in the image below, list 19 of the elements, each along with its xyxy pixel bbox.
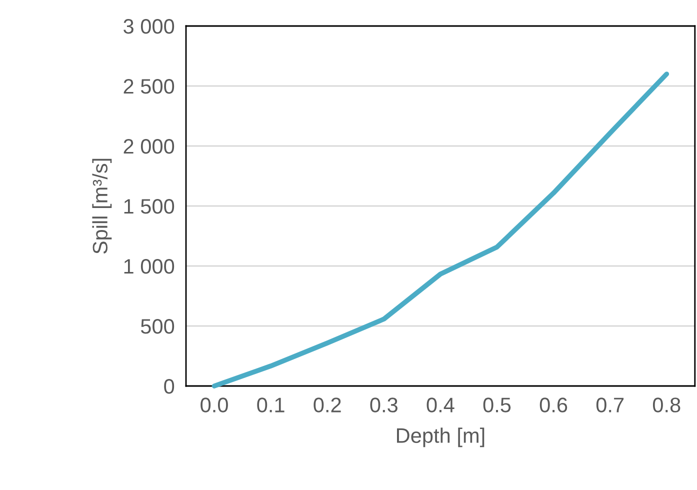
line-series [212,72,670,388]
x-tick-label: 0.7 [596,398,624,412]
x-tick-label: 0.2 [314,398,341,412]
x-tick-label: 0.6 [540,398,568,412]
x-tick-label: 0.0 [200,398,228,412]
x-axis-title: Depth [m] [397,428,484,448]
y-axis-title: Spill [m³/s] [92,158,112,254]
y-tick-label: 1 000 [124,259,174,274]
x-tick-label: 0.8 [652,398,680,412]
y-tick-label: 3 000 [124,19,174,34]
x-tick-label: 0.4 [426,398,454,412]
y-tick-label: 2 500 [124,79,174,94]
x-tick-label: 0.3 [370,398,398,412]
x-tick-label: 0.5 [483,398,511,412]
y-tick-label: 500 [140,319,174,334]
x-tick-label: 0.1 [257,398,284,412]
y-tick-label: 2 000 [124,139,174,154]
y-tick-label: 0 [164,379,174,394]
y-tick-label: 1 500 [124,199,174,214]
